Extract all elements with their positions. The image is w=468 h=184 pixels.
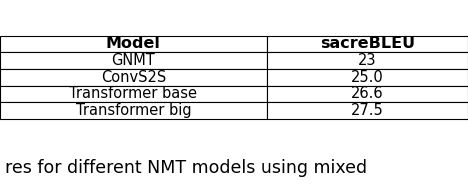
Text: res for different NMT models using mixed: res for different NMT models using mixed [5, 159, 367, 177]
